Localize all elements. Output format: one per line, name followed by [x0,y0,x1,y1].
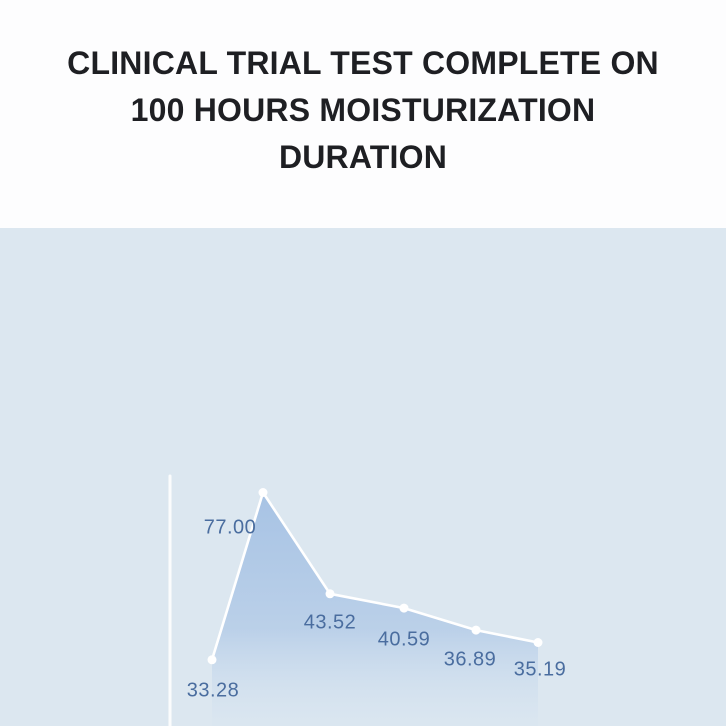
chart-svg [168,474,543,726]
plot-group [207,488,543,726]
data-point-dot-0 [207,655,217,665]
data-point-dot-5 [533,638,543,647]
data-point-dot-3 [399,603,409,613]
title-line-1: CLINICAL TRIAL TEST COMPLETE ON [67,45,659,81]
data-point-dot-4 [471,625,481,635]
header: CLINICAL TRIAL TEST COMPLETE ON 100 HOUR… [0,0,726,228]
chart-line [210,491,540,662]
title-line-3: DURATION [278,139,448,175]
data-point-dot-2 [325,589,335,599]
title-line-2: 100 HOURS MOISTURIZATION [130,92,596,128]
page-title: CLINICAL TRIAL TEST COMPLETE ON 100 HOUR… [0,0,726,181]
chart-area [212,492,538,726]
data-point-dot-1 [258,488,268,497]
